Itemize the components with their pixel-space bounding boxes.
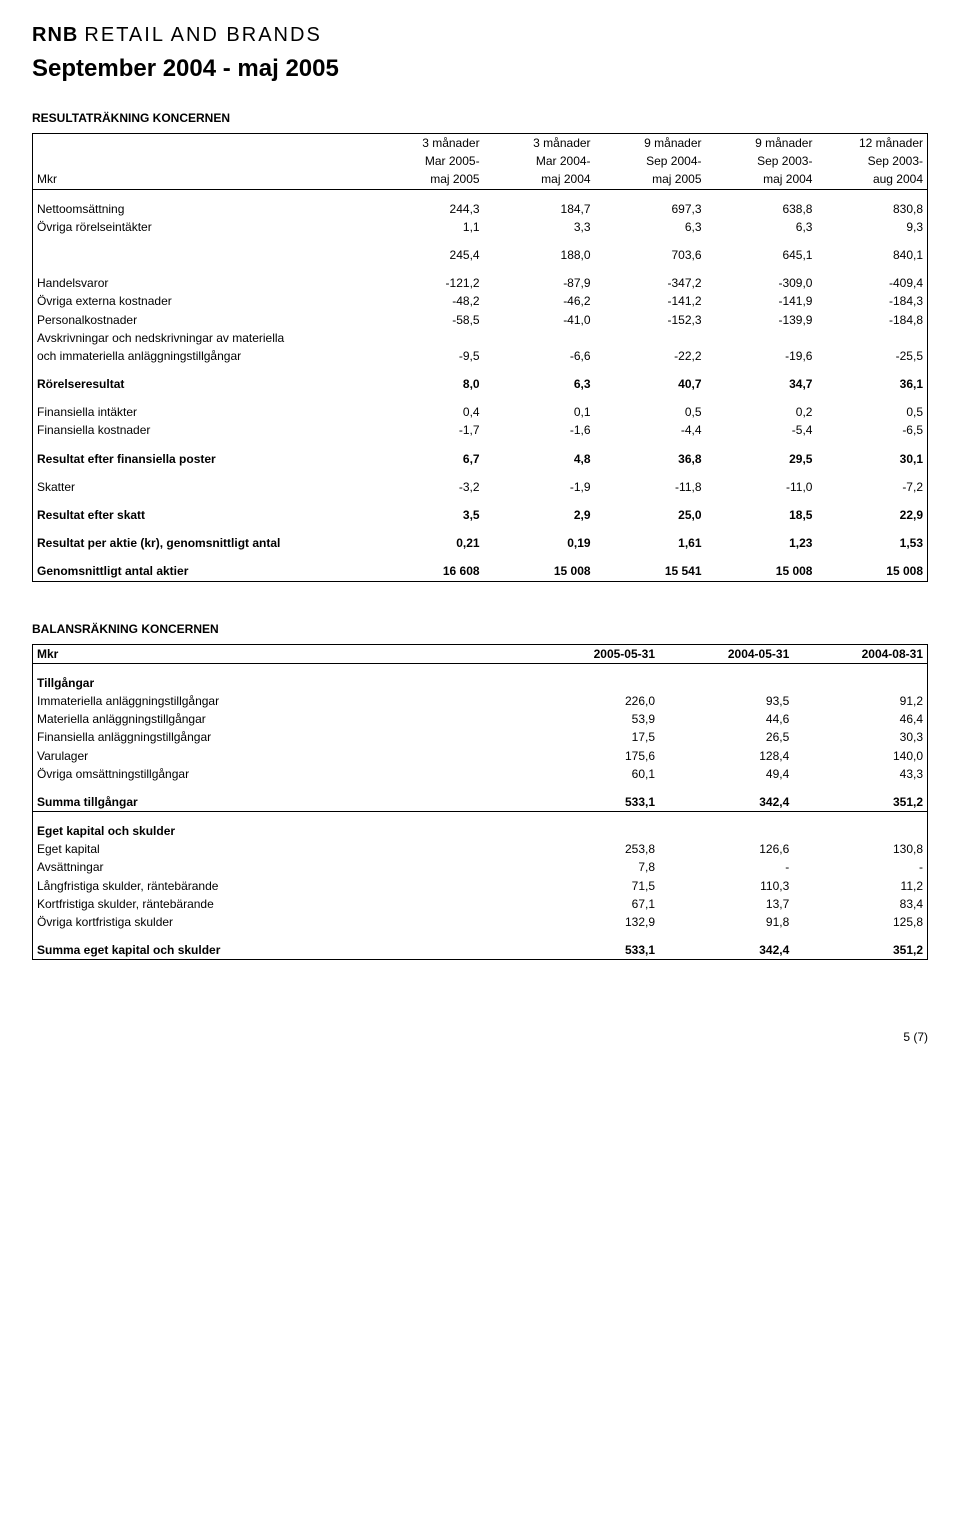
logo: RNB RETAIL AND BRANDS [32,24,928,47]
table-row: Resultat efter finansiella poster6,74,83… [33,450,928,468]
logo-thin: RETAIL AND BRANDS [84,24,321,46]
table-row: Summa tillgångar533,1342,4351,2 [33,793,928,812]
table-row: och immateriella anläggningstillgångar-9… [33,347,928,365]
table-row: Varulager175,6128,4140,0 [33,747,928,765]
balance-heading: BALANSRÄKNING KONCERNEN [32,622,928,636]
table-row: Långfristiga skulder, räntebärande71,511… [33,877,928,895]
table-row: Handelsvaror-121,2-87,9-347,2-309,0-409,… [33,274,928,292]
table-row: Övriga rörelseintäkter1,13,36,36,39,3 [33,218,928,236]
table-row: Övriga externa kostnader-48,2-46,2-141,2… [33,292,928,310]
table-row: Finansiella intäkter0,40,10,50,20,5 [33,403,928,421]
table-row: Avsättningar7,8-- [33,858,928,876]
balance-table: Mkr 2005-05-31 2004-05-31 2004-08-31 Til… [32,644,928,961]
table-row: Skatter-3,2-1,9-11,8-11,0-7,2 [33,478,928,496]
table-row: Finansiella anläggningstillgångar17,526,… [33,728,928,746]
col-mkr: Mkr [33,134,373,190]
section-row: Tillgångar [33,674,928,692]
page-title: September 2004 - maj 2005 [32,55,928,83]
section-row: Eget kapital och skulder [33,822,928,840]
page-footer: 5 (7) [32,1030,928,1044]
income-table: Mkr 3 månader 3 månader 9 månader 9 måna… [32,133,928,582]
table-head-row: Mkr 2005-05-31 2004-05-31 2004-08-31 [33,644,928,663]
table-row: Summa eget kapital och skulder533,1342,4… [33,941,928,960]
income-heading: RESULTATRÄKNING KONCERNEN [32,111,928,125]
table-row: Rörelseresultat8,06,340,734,736,1 [33,375,928,393]
table-head-row: Mkr 3 månader 3 månader 9 månader 9 måna… [33,134,928,153]
table-row: Resultat per aktie (kr), genomsnittligt … [33,534,928,552]
table-row: 245,4188,0703,6645,1840,1 [33,246,928,264]
table-row: Finansiella kostnader-1,7-1,6-4,4-5,4-6,… [33,421,928,439]
table-row: Övriga omsättningstillgångar60,149,443,3 [33,765,928,783]
table-row: Materiella anläggningstillgångar53,944,6… [33,710,928,728]
table-row: Nettoomsättning244,3184,7697,3638,8830,8 [33,200,928,218]
table-row: Eget kapital253,8126,6130,8 [33,840,928,858]
table-row: Kortfristiga skulder, räntebärande67,113… [33,895,928,913]
table-row: Immateriella anläggningstillgångar226,09… [33,692,928,710]
table-row: Avskrivningar och nedskrivningar av mate… [33,329,928,347]
table-row: Resultat efter skatt3,52,925,018,522,9 [33,506,928,524]
logo-bold: RNB [32,24,78,46]
table-row: Personalkostnader-58,5-41,0-152,3-139,9-… [33,311,928,329]
table-row: Genomsnittligt antal aktier16 60815 0081… [33,562,928,581]
table-row: Övriga kortfristiga skulder132,991,8125,… [33,913,928,931]
